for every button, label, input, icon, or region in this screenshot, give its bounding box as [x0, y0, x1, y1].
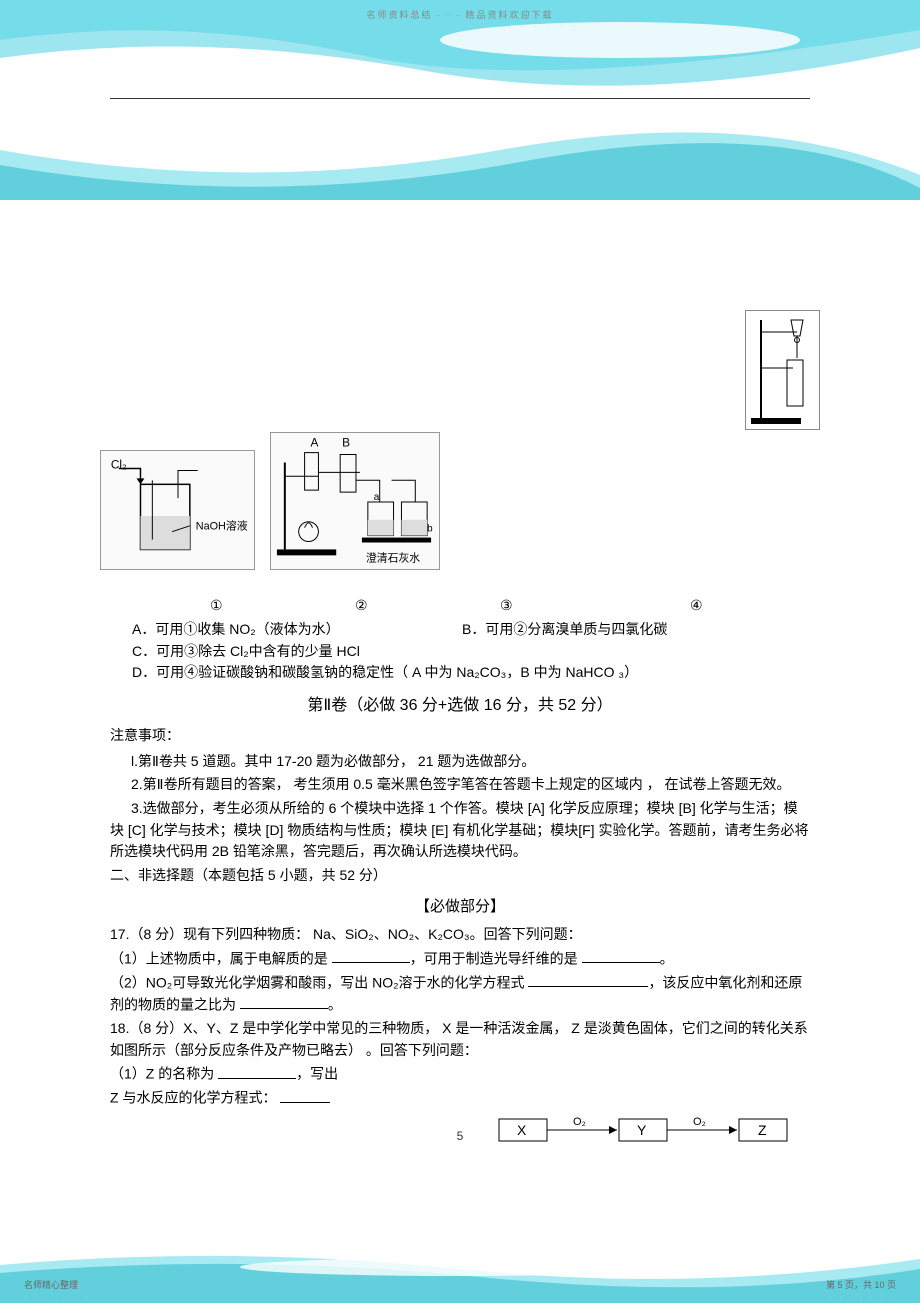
q17-stem: 17.（8 分）现有下列四种物质： Na、SiO₂、NO₂、K₂CO₃。回答下列… — [110, 924, 810, 946]
label-naoh: NaOH溶液 — [196, 519, 248, 533]
required-section: 【必做部分】 — [110, 895, 810, 918]
notice-p2: 2.第Ⅱ卷所有题目的答案， 考生须用 0.5 毫米黑色签字笔答在答题卡上规定的区… — [110, 774, 810, 796]
footer-right: 第 5 页，共 10 页 — [826, 1278, 896, 1291]
q17-p1a: （1）上述物质中，属于电解质的是 — [110, 950, 332, 966]
q17-blank2 — [582, 948, 660, 963]
q18-p1a: （1）Z 的名称为 — [110, 1066, 218, 1082]
page-content: Cl₂ NaOH溶液 A B — [110, 320, 810, 1146]
svg-text:O₂: O₂ — [573, 1116, 586, 1128]
notice-label: 注意事项： — [110, 725, 810, 747]
label-circ4: ④ — [690, 595, 703, 617]
label-cl2: Cl₂ — [111, 458, 127, 472]
svg-text:Y: Y — [637, 1122, 647, 1138]
q18-p1: （1）Z 的名称为 ，写出 — [110, 1063, 480, 1085]
apparatus-1: Cl₂ NaOH溶液 — [100, 450, 255, 570]
q17-p1b: ，可用于制造光导纤维的是 — [410, 950, 582, 966]
q17-p1c: 。 — [660, 950, 674, 966]
label-B: B — [342, 436, 350, 450]
label-circ2: ② — [355, 595, 368, 617]
apparatus-row: Cl₂ NaOH溶液 A B — [110, 450, 810, 595]
q17-blank1 — [332, 948, 410, 963]
svg-text:O₂: O₂ — [693, 1116, 706, 1128]
q17-p2: （2）NO₂可导致光化学烟雾和酸雨，写出 NO₂溶于水的化学方程式 ，该反应中氧… — [110, 972, 810, 1016]
svg-text:a: a — [374, 492, 380, 503]
apparatus-4 — [745, 310, 820, 430]
label-circ3: ③ — [500, 595, 513, 617]
notice-p3: 3.选做部分，考生必须从所给的 6 个模块中选择 1 个作答。模块 [A] 化学… — [110, 798, 810, 863]
bottom-wave-banner — [0, 1251, 920, 1303]
q17-p2a: （2）NO₂可导致光化学烟雾和酸雨，写出 NO₂溶于水的化学方程式 — [110, 974, 528, 990]
option-D: D．可用④验证碳酸钠和碳酸氢钠的稳定性（ A 中为 Na₂CO₃，B 中为 Na… — [132, 662, 810, 684]
q18-blank1 — [218, 1063, 296, 1078]
q18-diagram: X O₂ Y O₂ Z — [495, 1111, 810, 1147]
q18-p1b: ，写出 — [296, 1066, 338, 1082]
option-A: A．可用①收集 NO₂（液体为水） — [132, 619, 462, 641]
q17-p2c: 。 — [328, 996, 342, 1012]
q18-body: （1）Z 的名称为 ，写出 Z 与水反应的化学方程式： X O₂ Y O₂ Z — [110, 1063, 810, 1109]
notice-p1: l.第Ⅱ卷共 5 道题。其中 17-20 题为必做部分， 21 题为选做部分。 — [110, 751, 810, 773]
label-circ1: ① — [210, 595, 223, 617]
q17-blank4 — [240, 994, 328, 1009]
apparatus-labels: ① ② ③ ④ — [110, 595, 810, 615]
svg-text:b: b — [427, 524, 433, 535]
option-B: B．可用②分离溴单质与四氯化碳 — [462, 619, 667, 641]
svg-text:Z: Z — [758, 1122, 767, 1138]
option-C: C．可用③除去 Cl₂中含有的少量 HCl — [132, 641, 810, 663]
q18-blank2 — [280, 1087, 330, 1102]
header-caption: 名师资料总结 · · · 精品资料欢迎下载 — [0, 8, 920, 21]
nonchoice-heading: 二、非选择题（本题包括 5 小题，共 52 分） — [110, 865, 810, 887]
footer-dots-left: · · · · · · · — [24, 1294, 91, 1301]
footer-left: 名师精心整理 — [24, 1278, 78, 1291]
q17-p1: （1）上述物质中，属于电解质的是 ，可用于制造光导纤维的是 。 — [110, 948, 810, 970]
label-A: A — [311, 436, 319, 450]
label-lime: 澄清石灰水 — [366, 550, 420, 564]
q18-p2a: Z 与水反应的化学方程式： — [110, 1090, 280, 1106]
q18-p2: Z 与水反应的化学方程式： — [110, 1087, 480, 1109]
header-dots: · · · · · · · · · · · · · · · · · · · — [0, 22, 920, 31]
section2-title: 第Ⅱ卷（必做 36 分+选做 16 分，共 52 分） — [110, 694, 810, 719]
apparatus-2: A B a b 澄清石灰水 — [270, 432, 440, 570]
q17-blank3 — [528, 972, 648, 987]
footer-dots-right: · · · · · · · — [829, 1294, 896, 1301]
svg-text:X: X — [517, 1122, 527, 1138]
mc-options: A．可用①收集 NO₂（液体为水） B．可用②分离溴单质与四氯化碳 C．可用③除… — [132, 619, 810, 684]
q18-stem: 18.（8 分）X、Y、Z 是中学化学中常见的三种物质， X 是一种活泼金属， … — [110, 1018, 810, 1061]
header-rule — [110, 98, 810, 99]
